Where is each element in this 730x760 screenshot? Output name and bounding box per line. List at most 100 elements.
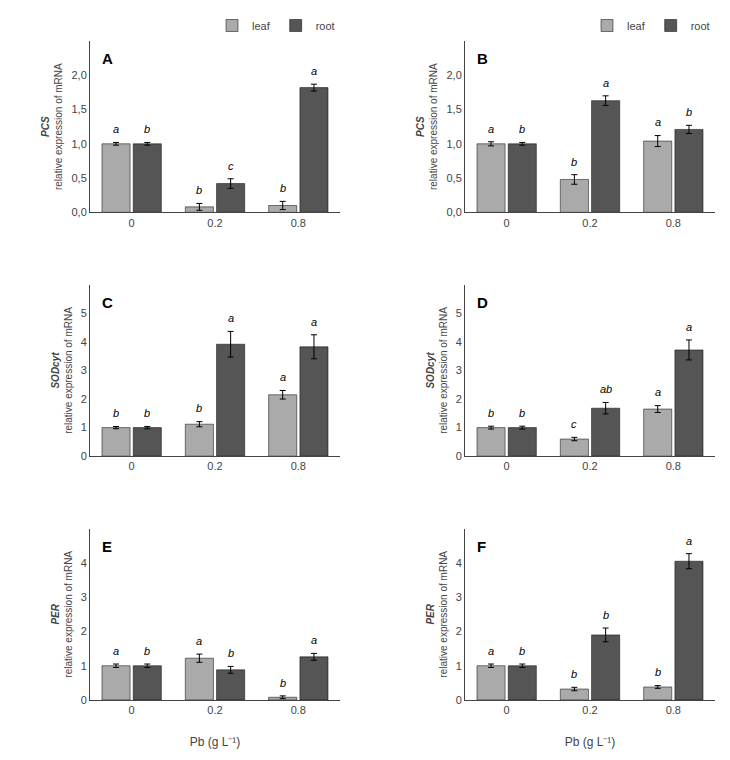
svg-text:SODcytrelative expression of m: SODcytrelative expression of mRNA <box>425 307 449 434</box>
svg-text:SODcytrelative expression of m: SODcytrelative expression of mRNA <box>50 307 74 434</box>
svg-text:a: a <box>488 123 494 135</box>
svg-text:c: c <box>571 418 577 430</box>
svg-text:1,5: 1,5 <box>72 103 87 115</box>
svg-text:0.8: 0.8 <box>666 217 681 229</box>
svg-text:root: root <box>316 20 335 32</box>
svg-text:c: c <box>228 160 234 172</box>
svg-text:2: 2 <box>81 393 87 405</box>
svg-text:b: b <box>519 407 525 419</box>
svg-text:a: a <box>311 65 317 77</box>
svg-text:0.8: 0.8 <box>291 217 306 229</box>
svg-text:a: a <box>603 77 609 89</box>
svg-text:2: 2 <box>81 625 87 637</box>
svg-text:b: b <box>280 182 286 194</box>
svg-text:0: 0 <box>456 450 462 462</box>
svg-text:PCSrelative expression of mRNA: PCSrelative expression of mRNA <box>416 63 440 190</box>
svg-text:0: 0 <box>456 694 462 706</box>
svg-text:a: a <box>280 371 286 383</box>
svg-text:Pb (g L⁻¹): Pb (g L⁻¹) <box>565 735 616 749</box>
svg-text:0: 0 <box>504 217 510 229</box>
svg-text:b: b <box>144 407 150 419</box>
svg-text:2,0: 2,0 <box>72 69 87 81</box>
svg-text:2: 2 <box>456 625 462 637</box>
svg-text:PERrelative expression of mRNA: PERrelative expression of mRNA <box>50 551 74 678</box>
svg-text:0.8: 0.8 <box>666 704 681 716</box>
svg-text:root: root <box>691 20 710 32</box>
svg-text:b: b <box>603 609 609 621</box>
svg-text:4: 4 <box>81 336 87 348</box>
svg-text:a: a <box>311 634 317 646</box>
svg-text:b: b <box>228 647 234 659</box>
svg-text:3: 3 <box>81 364 87 376</box>
svg-text:a: a <box>311 316 317 328</box>
svg-text:0,5: 0,5 <box>72 172 87 184</box>
svg-text:0.8: 0.8 <box>291 704 306 716</box>
svg-text:leaf: leaf <box>252 20 271 32</box>
svg-text:0,0: 0,0 <box>72 206 87 218</box>
svg-text:b: b <box>519 645 525 657</box>
svg-text:4: 4 <box>456 336 462 348</box>
svg-text:B: B <box>477 50 488 67</box>
svg-text:PERrelative expression of mRNA: PERrelative expression of mRNA <box>425 551 449 678</box>
svg-text:E: E <box>102 538 112 555</box>
svg-text:a: a <box>655 386 661 398</box>
svg-text:1: 1 <box>456 660 462 672</box>
svg-text:1,0: 1,0 <box>447 138 462 150</box>
svg-text:0: 0 <box>504 704 510 716</box>
svg-text:0: 0 <box>129 704 135 716</box>
svg-text:a: a <box>196 635 202 647</box>
svg-text:4: 4 <box>456 557 462 569</box>
svg-text:b: b <box>519 123 525 135</box>
svg-text:0.8: 0.8 <box>291 460 306 472</box>
svg-text:a: a <box>686 535 692 547</box>
svg-text:a: a <box>488 645 494 657</box>
svg-text:a: a <box>113 645 119 657</box>
svg-text:b: b <box>686 106 692 118</box>
svg-text:C: C <box>102 294 113 311</box>
svg-text:a: a <box>228 312 234 324</box>
svg-text:0.2: 0.2 <box>582 460 597 472</box>
svg-text:0: 0 <box>81 450 87 462</box>
svg-text:b: b <box>196 184 202 196</box>
svg-text:b: b <box>571 668 577 680</box>
svg-text:0: 0 <box>81 694 87 706</box>
svg-text:b: b <box>144 123 150 135</box>
svg-text:b: b <box>196 402 202 414</box>
svg-text:5: 5 <box>81 307 87 319</box>
svg-text:PCSrelative expression of mRNA: PCSrelative expression of mRNA <box>41 63 65 190</box>
svg-text:0.2: 0.2 <box>582 704 597 716</box>
svg-text:1,0: 1,0 <box>72 138 87 150</box>
svg-text:1: 1 <box>81 660 87 672</box>
svg-text:b: b <box>655 666 661 678</box>
svg-text:leaf: leaf <box>627 20 646 32</box>
svg-text:a: a <box>113 123 119 135</box>
svg-text:0.2: 0.2 <box>207 460 222 472</box>
svg-text:2,0: 2,0 <box>447 69 462 81</box>
svg-text:0: 0 <box>504 460 510 472</box>
svg-text:0.2: 0.2 <box>207 217 222 229</box>
svg-text:a: a <box>655 116 661 128</box>
svg-text:b: b <box>113 407 119 419</box>
svg-text:ab: ab <box>600 383 612 395</box>
svg-text:0: 0 <box>129 460 135 472</box>
svg-text:a: a <box>686 321 692 333</box>
svg-text:F: F <box>477 538 486 555</box>
svg-text:0.2: 0.2 <box>207 704 222 716</box>
svg-text:0.8: 0.8 <box>666 460 681 472</box>
svg-text:b: b <box>571 156 577 168</box>
svg-text:4: 4 <box>81 557 87 569</box>
svg-text:Pb (g L⁻¹): Pb (g L⁻¹) <box>190 735 241 749</box>
svg-text:0,5: 0,5 <box>447 172 462 184</box>
svg-text:b: b <box>488 407 494 419</box>
svg-text:A: A <box>102 50 113 67</box>
svg-text:D: D <box>477 294 488 311</box>
svg-text:b: b <box>280 677 286 689</box>
svg-text:2: 2 <box>456 393 462 405</box>
svg-text:0: 0 <box>129 217 135 229</box>
svg-text:1: 1 <box>456 421 462 433</box>
svg-text:5: 5 <box>456 307 462 319</box>
svg-text:1,5: 1,5 <box>447 103 462 115</box>
svg-text:b: b <box>144 645 150 657</box>
svg-text:3: 3 <box>456 364 462 376</box>
svg-text:3: 3 <box>456 591 462 603</box>
